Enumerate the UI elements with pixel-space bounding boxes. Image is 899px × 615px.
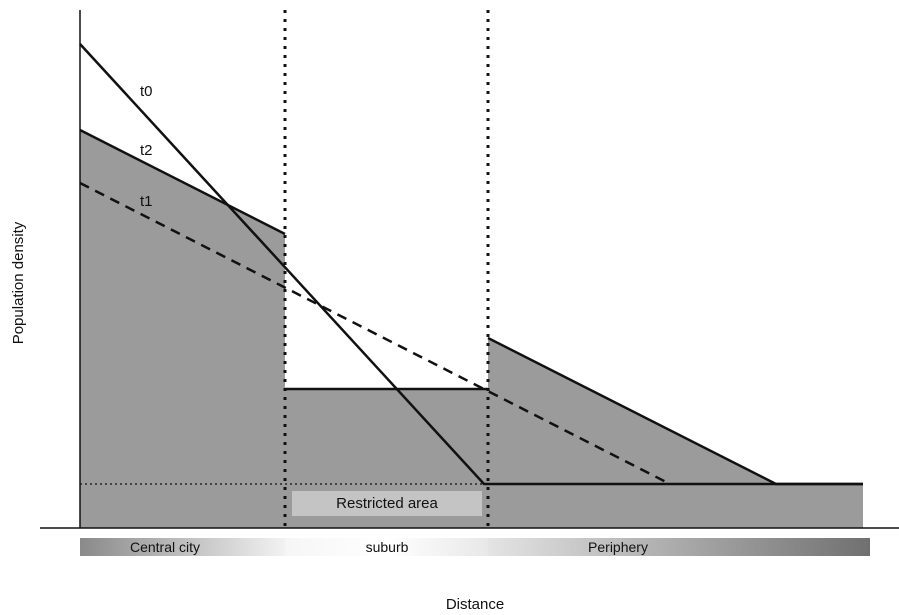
t2-area-central	[80, 130, 285, 528]
restricted-area-label: Restricted area	[336, 495, 438, 512]
t2-label: t2	[140, 142, 153, 159]
t2-area-periphery	[488, 338, 863, 528]
zone-label-periphery: Periphery	[588, 539, 648, 555]
zone-bar-suburb	[285, 538, 488, 556]
x-axis-label: Distance	[446, 596, 504, 613]
t0-label: t0	[140, 83, 153, 100]
zone-label-central: Central city	[130, 539, 200, 555]
restricted-area-box	[292, 491, 482, 516]
t2-curve	[79, 128, 286, 236]
zone-bar-periphery	[488, 538, 870, 556]
zone-bar-central	[80, 538, 285, 556]
t0-curve	[79, 43, 863, 486]
zone-label-suburb: suburb	[366, 539, 409, 555]
t1-curve	[79, 181, 671, 486]
t1-label: t1	[140, 193, 153, 210]
y-axis-label: Population density	[10, 221, 27, 344]
